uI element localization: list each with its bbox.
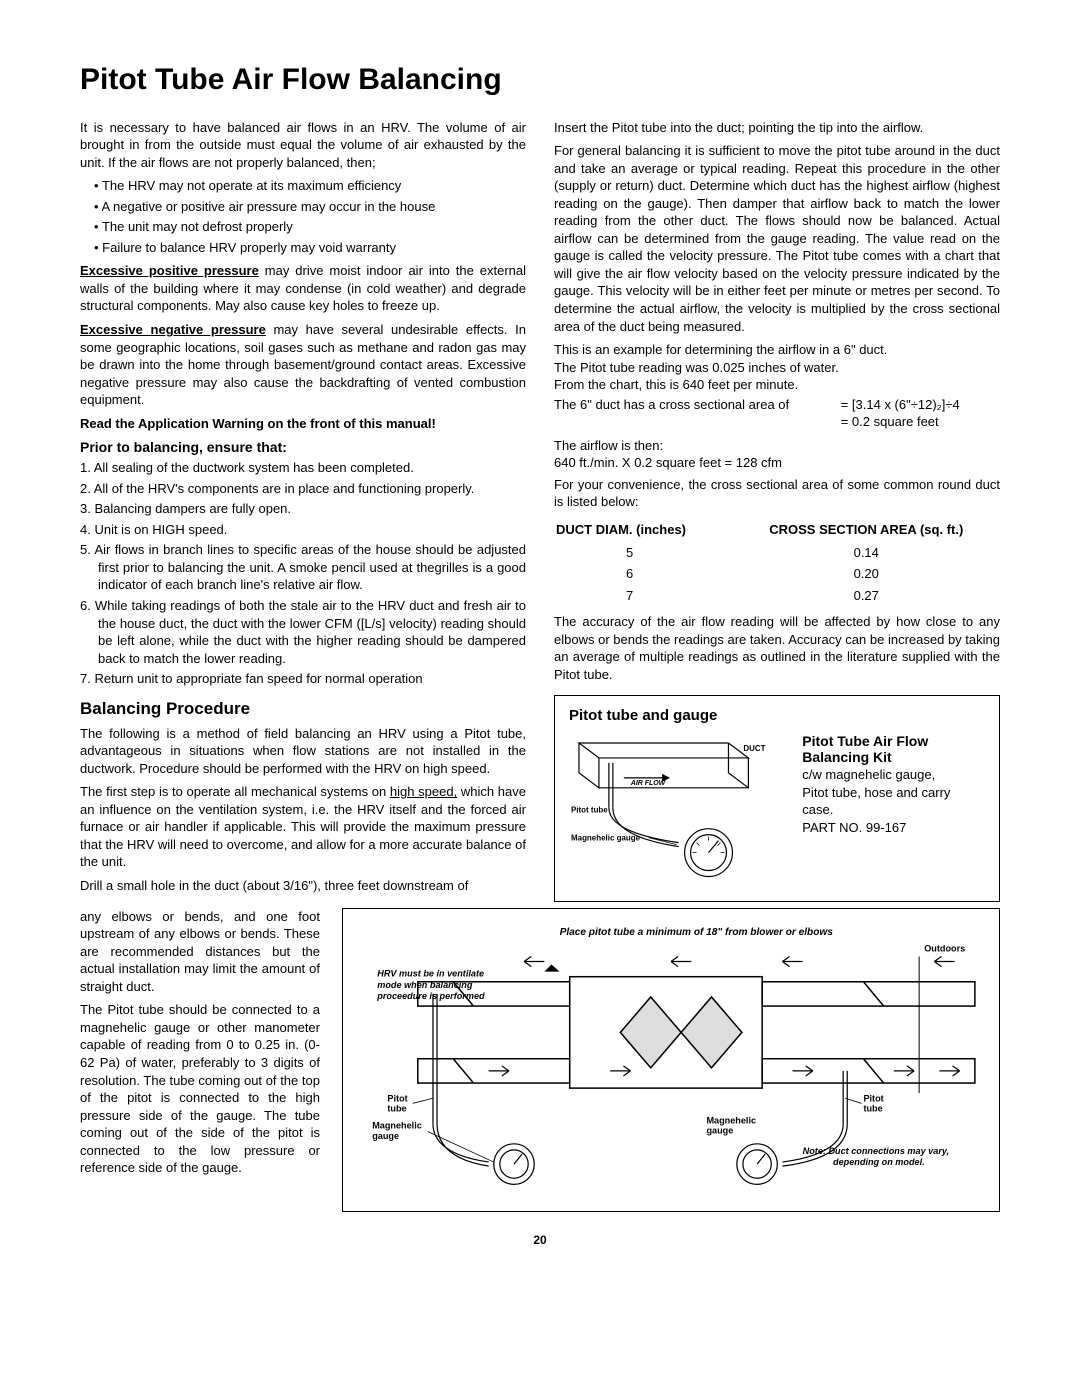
airflow-label: The airflow is then: (554, 437, 1000, 455)
outdoors-label: Outdoors (924, 943, 965, 953)
svg-text:mode when balancing: mode when balancing (377, 979, 473, 989)
lower-section: any elbows or bends, and one foot upstre… (80, 908, 1000, 1212)
svg-text:tube: tube (387, 1103, 406, 1113)
note-label: Note: Duct connections may vary, (803, 1146, 949, 1156)
formula-block: The 6" duct has a cross sectional area o… (554, 396, 1000, 431)
system-diagram-svg: Place pitot tube a minimum of 18" from b… (357, 921, 985, 1194)
accuracy-paragraph: The accuracy of the air flow reading wil… (554, 613, 1000, 683)
cell: 6 (556, 564, 733, 584)
bullet-item: The HRV may not operate at its maximum e… (80, 177, 526, 195)
p2u: high speed, (390, 784, 457, 799)
list-item: 5. Air flows in branch lines to specific… (80, 541, 526, 594)
svg-text:gauge: gauge (372, 1130, 399, 1140)
list-item: 3. Balancing dampers are fully open. (80, 500, 526, 518)
airflow-calc: 640 ft./min. X 0.2 square feet = 128 cfm (554, 454, 1000, 472)
kit-info: Pitot Tube Air Flow Balancing Kit c/w ma… (802, 733, 985, 837)
svg-text:depending on model.: depending on model. (833, 1157, 925, 1167)
table-head-right: CROSS SECTION AREA (sq. ft.) (735, 519, 998, 541)
example-line3: From the chart, this is 640 feet per min… (554, 376, 1000, 394)
lower-p1: any elbows or bends, and one foot upstre… (80, 908, 320, 996)
prior-heading: Prior to balancing, ensure that: (80, 438, 526, 457)
kit-desc1: c/w magnehelic gauge, (802, 766, 985, 784)
kit-box-title: Pitot tube and gauge (569, 706, 985, 726)
duct-table: DUCT DIAM. (inches) CROSS SECTION AREA (… (554, 517, 1000, 607)
kit-desc2: Pitot tube, hose and carry case. (802, 784, 985, 819)
convenience-text: For your convenience, the cross sectiona… (554, 476, 1000, 511)
list-item: 2. All of the HRV's components are in pl… (80, 480, 526, 498)
svg-text:tube: tube (863, 1103, 882, 1113)
bullet-list: The HRV may not operate at its maximum e… (80, 177, 526, 256)
gauge-label: Magnehelic gauge (571, 833, 641, 842)
positive-label: Excessive positive pressure (80, 263, 259, 278)
kit-diagram: DUCT AIR FLOW Pitot tube Magnehelic gaug… (569, 733, 788, 887)
page-title: Pitot Tube Air Flow Balancing (80, 60, 1000, 101)
prior-list: 1. All sealing of the ductwork system ha… (80, 459, 526, 688)
airflow-label-svg: AIR FLOW (630, 779, 667, 786)
svg-text:Magnehelic: Magnehelic (372, 1120, 422, 1130)
procedure-p2: The first step is to operate all mechani… (80, 783, 526, 871)
list-item: 7. Return unit to appropriate fan speed … (80, 670, 526, 688)
bullet-item: The unit may not defrost properly (80, 218, 526, 236)
svg-text:proceedure is performed: proceedure is performed (376, 991, 485, 1001)
bullet-item: Failure to balance HRV properly may void… (80, 239, 526, 257)
right-column: Insert the Pitot tube into the duct; poi… (554, 119, 1000, 902)
intro-paragraph: It is necessary to have balanced air flo… (80, 119, 526, 172)
list-item: 6. While taking readings of both the sta… (80, 597, 526, 667)
p2a: The first step is to operate all mechani… (80, 784, 390, 799)
cell: 0.20 (735, 564, 998, 584)
procedure-p3: Drill a small hole in the duct (about 3/… (80, 877, 526, 895)
svg-text:Pitot: Pitot (863, 1093, 883, 1103)
list-item: 4. Unit is on HIGH speed. (80, 521, 526, 539)
negative-label: Excessive negative pressure (80, 322, 266, 337)
page-number: 20 (80, 1232, 1000, 1248)
kit-part: PART NO. 99-167 (802, 819, 985, 837)
procedure-heading: Balancing Procedure (80, 698, 526, 721)
kit-box: Pitot tube and gauge (554, 695, 1000, 901)
formula-rhs1: = [3.14 x (6"÷12)₂]÷4 (841, 396, 1000, 414)
bullet-item: A negative or positive air pressure may … (80, 198, 526, 216)
svg-text:Pitot: Pitot (387, 1093, 407, 1103)
positive-pressure-paragraph: Excessive positive pressure may drive mo… (80, 262, 526, 315)
right-p1: Insert the Pitot tube into the duct; poi… (554, 119, 1000, 137)
warning-line: Read the Application Warning on the fron… (80, 415, 526, 433)
table-row: 70.27 (556, 586, 998, 606)
table-row: 50.14 (556, 543, 998, 563)
placement-label: Place pitot tube a minimum of 18" from b… (560, 927, 834, 938)
table-head-left: DUCT DIAM. (inches) (556, 519, 733, 541)
formula-lhs: The 6" duct has a cross sectional area o… (554, 396, 841, 414)
cell: 0.14 (735, 543, 998, 563)
right-p2: For general balancing it is sufficient t… (554, 142, 1000, 335)
kit-title: Pitot Tube Air Flow Balancing Kit (802, 733, 985, 767)
left-column: It is necessary to have balanced air flo… (80, 119, 526, 902)
svg-text:gauge: gauge (706, 1125, 733, 1135)
procedure-p1: The following is a method of field balan… (80, 725, 526, 778)
lower-left-text: any elbows or bends, and one foot upstre… (80, 908, 320, 1212)
example-line1: This is an example for determining the a… (554, 341, 1000, 359)
negative-pressure-paragraph: Excessive negative pressure may have sev… (80, 321, 526, 409)
lower-p2: The Pitot tube should be connected to a … (80, 1001, 320, 1176)
pitot-label: Pitot tube (571, 805, 608, 814)
svg-text:Magnehelic: Magnehelic (706, 1115, 756, 1125)
cell: 7 (556, 586, 733, 606)
list-item: 1. All sealing of the ductwork system ha… (80, 459, 526, 477)
table-row: 60.20 (556, 564, 998, 584)
duct-label: DUCT (743, 744, 765, 753)
cell: 0.27 (735, 586, 998, 606)
cell: 5 (556, 543, 733, 563)
main-columns: It is necessary to have balanced air flo… (80, 119, 1000, 902)
mode-label: HRV must be in ventilate (377, 968, 484, 978)
example-line2: The Pitot tube reading was 0.025 inches … (554, 359, 1000, 377)
system-diagram-box: Place pitot tube a minimum of 18" from b… (342, 908, 1000, 1212)
formula-rhs2: = 0.2 square feet (841, 413, 1000, 431)
